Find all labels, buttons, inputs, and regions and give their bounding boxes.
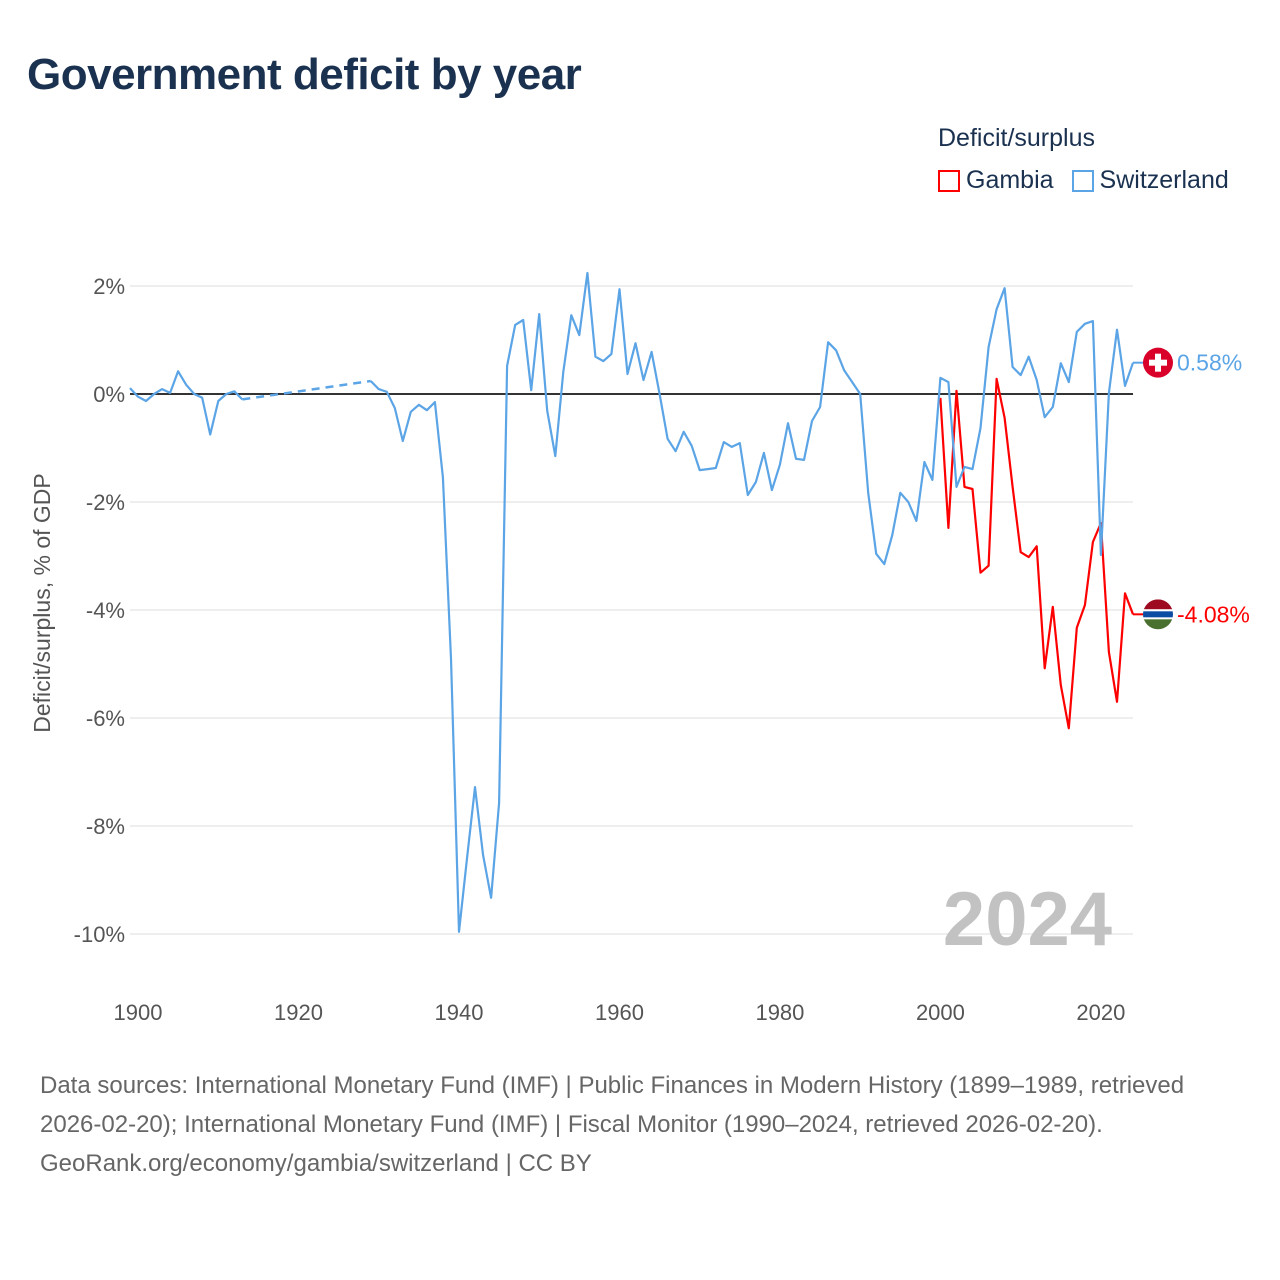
x-tick-label: 2020: [1076, 1000, 1125, 1025]
flag-stripes: [1143, 599, 1173, 630]
flag-icon-switzerland: [1143, 347, 1173, 378]
y-tick-label: -4%: [86, 598, 125, 623]
flag-stripe-blue: [1143, 611, 1173, 618]
y-tick-label: -8%: [86, 814, 125, 839]
chart-title: Government deficit by year: [27, 50, 582, 99]
legend-item-gambia[interactable]: Gambia: [938, 166, 1054, 195]
x-tick-label: 2000: [916, 1000, 965, 1025]
line-chart: 2% 0% -2% -4% -6% -8% -10% 1900 1920 1940 1960 1980…: [29, 271, 1250, 1025]
flag-stripe-green: [1143, 619, 1173, 630]
watermark-year: 2024: [943, 877, 1112, 962]
credit-link[interactable]: GeoRank.org/economy/gambia/switzerland |…: [40, 1150, 592, 1177]
x-tick-label: 1940: [435, 1000, 484, 1025]
x-tick-label: 1920: [274, 1000, 323, 1025]
x-tick-label: 1980: [755, 1000, 804, 1025]
end-value-label-gambia: -4.08%: [1177, 601, 1250, 627]
y-tick-label: -10%: [74, 922, 125, 947]
y-tick-label: -2%: [86, 490, 125, 515]
y-tick-label: -6%: [86, 706, 125, 731]
footer: Data sources: International Monetary Fun…: [40, 1066, 1240, 1183]
x-tick-label: 1960: [595, 1000, 644, 1025]
flag-cross: [1149, 359, 1167, 366]
series-line-switzerland: [129, 370, 244, 436]
y-tick-label: 2%: [93, 274, 125, 299]
flag-stripe-red: [1143, 599, 1173, 610]
flag-icon-gambia: [1143, 599, 1173, 630]
legend-label-gambia: Gambia: [966, 166, 1054, 194]
legend-label-switzerland: Switzerland: [1099, 166, 1229, 194]
legend-item-switzerland[interactable]: Switzerland: [1071, 166, 1229, 195]
legend: Gambia Switzerland: [938, 166, 1229, 195]
legend-swatch-gambia: [938, 169, 960, 192]
series-gap-switzerland: [242, 379, 371, 401]
legend-swatch-switzerland: [1071, 169, 1094, 192]
x-tick-label: 1900: [114, 1000, 163, 1025]
series-line-gambia: [939, 377, 1135, 730]
data-sources: Data sources: International Monetary Fun…: [40, 1072, 1185, 1138]
series-line-switzerland: [369, 271, 1135, 933]
end-value-label-switzerland: 0.58%: [1177, 350, 1242, 376]
legend-title: Deficit/surplus: [938, 124, 1095, 152]
y-tick-label: 0%: [93, 382, 125, 407]
y-axis-label: Deficit/surplus, % of GDP: [29, 473, 55, 732]
